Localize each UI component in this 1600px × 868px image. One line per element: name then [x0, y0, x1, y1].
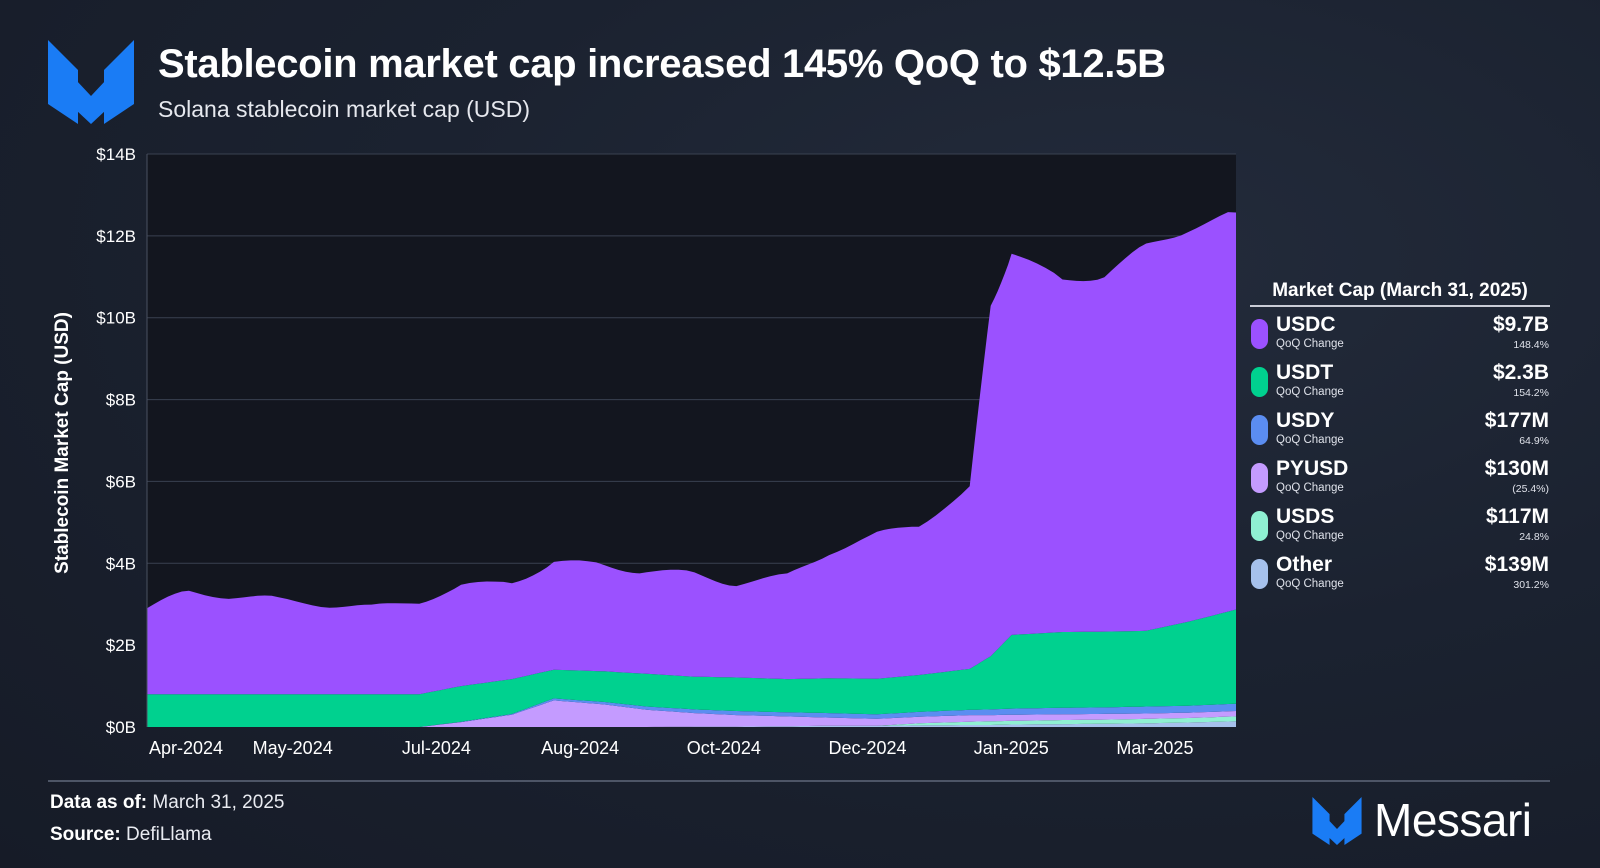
legend-change-label: QoQ Change [1276, 578, 1344, 590]
x-tick-label: Apr-2024 [149, 738, 223, 758]
y-axis-title: Stablecoin Market Cap (USD) [52, 312, 73, 574]
x-tick-label: Oct-2024 [687, 738, 761, 758]
legend-change: 154.2% [1513, 387, 1549, 399]
chart-title: Stablecoin market cap increased 145% QoQ… [158, 42, 1166, 86]
legend-value: $177M [1484, 409, 1549, 432]
legend-change: 148.4% [1513, 339, 1549, 351]
area-series-usdt [147, 609, 1236, 727]
area-series-usdy [147, 698, 1236, 727]
data-as-of-label: Data as of: [50, 792, 148, 813]
messari-logo-icon [48, 40, 134, 124]
data-as-of-note: Data as of: March 31, 2025 [50, 792, 284, 814]
brand-name: Messari [1374, 794, 1532, 846]
data-as-of-value: March 31, 2025 [152, 792, 285, 813]
legend-change-label: QoQ Change [1276, 530, 1344, 542]
messari-brand: Messari [1312, 794, 1552, 847]
legend: Market Cap (March 31, 2025) USDC QoQ Chan… [1250, 280, 1550, 601]
legend-swatch [1251, 415, 1268, 445]
legend-name: Other [1276, 553, 1333, 576]
y-tick-label: $4B [106, 554, 136, 573]
y-tick-label: $2B [106, 636, 136, 655]
legend-name: USDY [1276, 409, 1335, 432]
y-tick-label: $8B [106, 391, 136, 410]
legend-value: $130M [1484, 457, 1549, 480]
area-series-other [147, 721, 1236, 727]
x-tick-label: Aug-2024 [541, 738, 619, 758]
x-tick-label: May-2024 [253, 738, 333, 758]
legend-swatch [1251, 559, 1268, 589]
legend-value: $2.3B [1492, 361, 1549, 384]
legend-swatch [1251, 511, 1268, 541]
legend-swatch [1251, 463, 1268, 493]
legend-name: USDT [1276, 361, 1334, 384]
area-series-pyusd [147, 700, 1236, 727]
legend-swatch [1251, 367, 1268, 397]
source-note: Source: DefiLlama [50, 824, 212, 846]
legend-value: $139M [1484, 553, 1549, 576]
legend-change: (25.4%) [1512, 483, 1549, 495]
legend-change: 301.2% [1513, 579, 1549, 591]
legend-item-usds: USDS QoQ Change $117M 24.8% [1250, 505, 1550, 553]
footer-divider [48, 780, 1550, 782]
source-label: Source: [50, 824, 121, 845]
legend-item-other: Other QoQ Change $139M 301.2% [1250, 553, 1550, 601]
legend-name: USDC [1276, 313, 1336, 336]
legend-name: PYUSD [1276, 457, 1349, 480]
legend-name: USDS [1276, 505, 1335, 528]
legend-title: Market Cap (March 31, 2025) [1250, 280, 1550, 307]
y-tick-label: $6B [106, 472, 136, 491]
legend-value: $9.7B [1492, 313, 1549, 336]
y-tick-label: $12B [96, 227, 136, 246]
legend-item-usdc: USDC QoQ Change $9.7B 148.4% [1250, 313, 1550, 361]
legend-item-usdy: USDY QoQ Change $177M 64.9% [1250, 409, 1550, 457]
legend-change-label: QoQ Change [1276, 338, 1344, 350]
y-tick-label: $14B [96, 145, 136, 164]
x-tick-label: Mar-2025 [1116, 738, 1193, 758]
y-tick-label: $10B [96, 309, 136, 328]
chart-subtitle: Solana stablecoin market cap (USD) [158, 96, 530, 122]
area-series-usdc [147, 212, 1236, 695]
legend-change-label: QoQ Change [1276, 434, 1344, 446]
legend-items: USDC QoQ Change $9.7B 148.4% USDT QoQ Change $… [1250, 313, 1550, 601]
messari-brand-icon [1312, 797, 1362, 845]
x-tick-label: Jan-2025 [974, 738, 1049, 758]
legend-change-label: QoQ Change [1276, 386, 1344, 398]
legend-change: 64.9% [1519, 435, 1549, 447]
legend-change-label: QoQ Change [1276, 482, 1344, 494]
legend-value: $117M [1485, 505, 1549, 528]
legend-item-usdt: USDT QoQ Change $2.3B 154.2% [1250, 361, 1550, 409]
x-tick-label: Dec-2024 [829, 738, 907, 758]
source-value: DefiLlama [126, 824, 212, 845]
legend-swatch [1251, 319, 1268, 349]
y-tick-label: $0B [106, 718, 136, 737]
x-tick-label: Jul-2024 [402, 738, 471, 758]
legend-change: 24.8% [1519, 531, 1549, 543]
legend-item-pyusd: PYUSD QoQ Change $130M (25.4%) [1250, 457, 1550, 505]
area-series-usds [147, 716, 1236, 727]
